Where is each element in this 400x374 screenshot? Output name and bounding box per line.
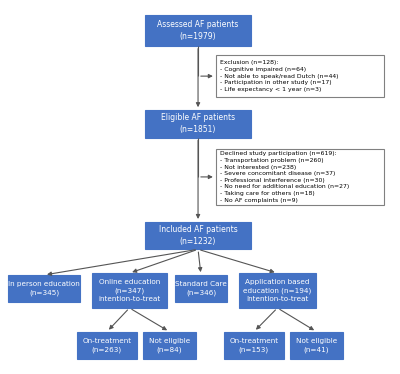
Text: Application based
education (n=194)
Intention-to-treat: Application based education (n=194) Inte… (243, 279, 312, 302)
FancyBboxPatch shape (239, 273, 316, 308)
Text: In person education
(n=345): In person education (n=345) (8, 282, 80, 296)
Text: Declined study participation (n=619):
- Transportation problem (n=260)
- Not int: Declined study participation (n=619): - … (220, 151, 350, 202)
FancyBboxPatch shape (290, 332, 343, 359)
FancyBboxPatch shape (216, 55, 384, 97)
FancyBboxPatch shape (8, 275, 80, 303)
FancyBboxPatch shape (143, 332, 196, 359)
FancyBboxPatch shape (92, 273, 167, 308)
Text: Online education
(n=347)
intention-to-treat: Online education (n=347) intention-to-tr… (98, 279, 160, 302)
FancyBboxPatch shape (145, 110, 251, 138)
FancyBboxPatch shape (76, 332, 137, 359)
Text: Standard Care
(n=346): Standard Care (n=346) (175, 282, 227, 296)
Text: Not eligible
(n=84): Not eligible (n=84) (149, 338, 190, 353)
Text: On-treatment
(n=153): On-treatment (n=153) (229, 338, 278, 353)
Text: On-treatment
(n=263): On-treatment (n=263) (82, 338, 132, 353)
Text: Included AF patients
(n=1232): Included AF patients (n=1232) (159, 225, 238, 246)
FancyBboxPatch shape (216, 148, 384, 205)
Text: Assessed AF patients
(n=1979): Assessed AF patients (n=1979) (157, 20, 239, 41)
FancyBboxPatch shape (145, 222, 251, 249)
Text: Exclusion (n=128):
- Cognitive impaired (n=64)
- Not able to speak/read Dutch (n: Exclusion (n=128): - Cognitive impaired … (220, 61, 339, 92)
FancyBboxPatch shape (174, 275, 228, 303)
FancyBboxPatch shape (224, 332, 284, 359)
Text: Not eligible
(n=41): Not eligible (n=41) (296, 338, 337, 353)
FancyBboxPatch shape (145, 15, 251, 46)
Text: Eligible AF patients
(n=1851): Eligible AF patients (n=1851) (161, 113, 235, 134)
